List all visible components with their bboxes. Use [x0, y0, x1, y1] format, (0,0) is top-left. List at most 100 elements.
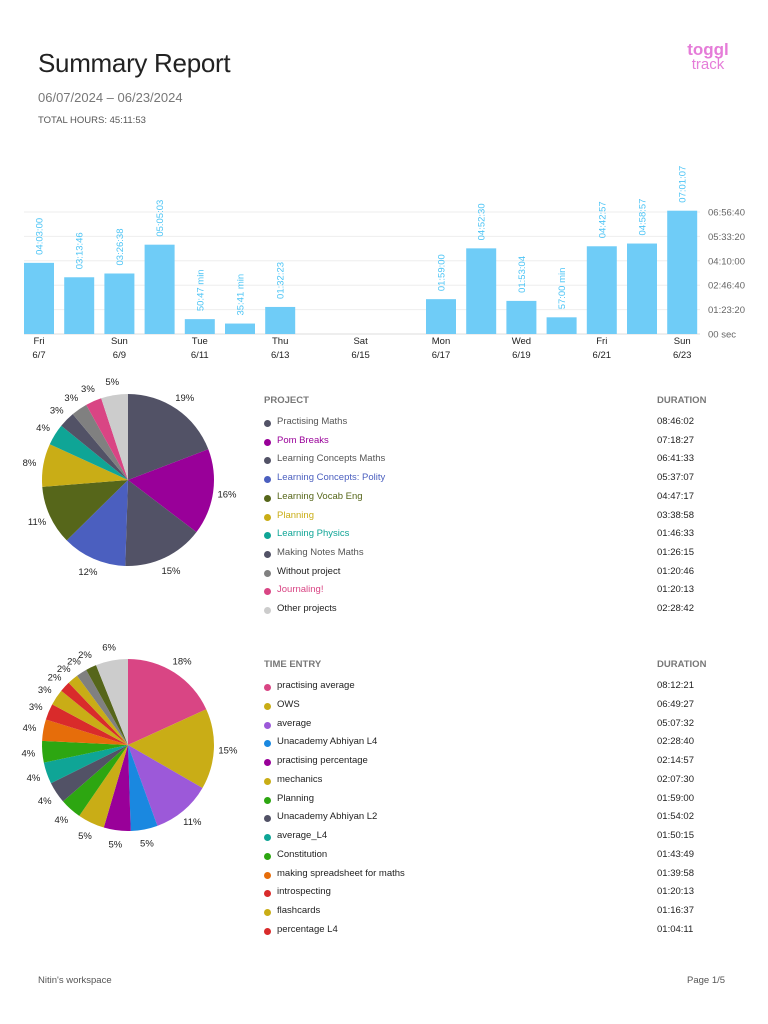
time-entry-row: practising percentage 02:14:57	[264, 755, 714, 773]
project-row: Pom Breaks 07:18:27	[264, 435, 714, 453]
bar-value-label: 35:41 min	[236, 274, 247, 316]
row-duration: 01:20:13	[657, 886, 694, 898]
time-entry-row: making spreadsheet for maths 01:39:58	[264, 868, 714, 886]
row-name: Without project	[277, 565, 341, 577]
pie-slice	[49, 425, 128, 480]
color-dot-icon	[264, 740, 271, 748]
color-dot-icon	[264, 569, 271, 577]
row-duration: 08:46:02	[657, 416, 694, 427]
color-dot-icon	[264, 457, 271, 465]
pie-slice	[128, 449, 214, 533]
pie-percent-label: 4%	[36, 423, 50, 434]
pie-percent-label: 4%	[27, 773, 41, 784]
bar	[426, 299, 456, 334]
pie-slice	[128, 745, 203, 826]
time-entry-row: Unacademy Abhiyan L4 02:28:40	[264, 736, 714, 754]
row-duration: 06:41:33	[657, 453, 694, 465]
row-name: mechanics	[277, 773, 323, 785]
row-duration: 04:47:17	[657, 490, 694, 502]
x-tick-date: 6/21	[593, 350, 612, 361]
bar-value-label: 04:52:30	[477, 203, 488, 240]
row-name: OWS	[277, 698, 300, 710]
time-entry-row: average 05:07:32	[264, 718, 714, 736]
bar	[667, 210, 698, 334]
x-tick-day: Fri	[596, 336, 607, 347]
pie-slice	[79, 745, 128, 828]
pie-percent-label: 5%	[78, 831, 92, 842]
workspace-name: Nitin's workspace	[38, 975, 112, 986]
color-dot-icon	[264, 815, 271, 823]
row-duration: 05:37:07	[657, 472, 694, 484]
pie-percent-label: 5%	[105, 377, 119, 388]
pie-slice	[52, 690, 129, 745]
bar-value-label: 01:53:04	[517, 256, 528, 293]
pie-slice	[128, 745, 158, 831]
time-entry-row: Planning 01:59:00	[264, 793, 714, 811]
project-row: Learning Vocab Eng 04:47:17	[264, 491, 714, 509]
pie-percent-label: 12%	[78, 567, 98, 578]
color-dot-icon	[264, 513, 271, 521]
row-duration: 01:04:11	[657, 923, 694, 935]
row-duration: 01:50:15	[657, 830, 694, 841]
color-dot-icon	[264, 927, 271, 935]
pie-slice	[68, 675, 128, 745]
row-duration: 06:49:27	[657, 698, 694, 710]
bar	[104, 273, 135, 334]
pie-slice	[43, 745, 128, 784]
bar-value-label: 03:13:46	[75, 232, 86, 269]
x-tick-date: 6/19	[512, 350, 531, 361]
pie-slice	[61, 414, 128, 480]
project-row: Without project 01:20:46	[264, 566, 714, 584]
pie-percent-label: 16%	[217, 490, 237, 501]
page-title: Summary Report	[38, 48, 231, 78]
bar-value-label: 05:05:03	[155, 200, 166, 237]
row-name: Other projects	[277, 603, 337, 614]
row-duration: 01:20:46	[657, 565, 694, 577]
y-tick-label: 04:10:00	[708, 256, 745, 267]
bar-value-label: 04:58:57	[638, 199, 649, 236]
row-duration: 05:07:32	[657, 717, 694, 729]
row-duration: 01:43:49	[657, 848, 694, 860]
row-name: practising average	[277, 680, 355, 691]
pie-percent-label: 4%	[54, 815, 68, 826]
pie-percent-label: 3%	[38, 685, 52, 696]
pie-slice	[63, 745, 128, 816]
pie-slice	[128, 394, 209, 480]
row-duration: 01:16:37	[657, 905, 694, 916]
pie-percent-label: 15%	[161, 566, 181, 577]
x-tick-date: 6/11	[191, 350, 209, 361]
color-dot-icon	[264, 438, 271, 446]
pie-percent-label: 4%	[38, 796, 52, 807]
total-hours: TOTAL HOURS: 45:11:53	[38, 115, 146, 126]
color-dot-icon	[264, 852, 271, 860]
pie-percent-label: 8%	[23, 458, 37, 469]
bar	[24, 262, 54, 334]
time-entry-row: mechanics 02:07:30	[264, 774, 714, 792]
logo-line2: track	[691, 56, 725, 73]
x-tick-date: 6/7	[32, 350, 45, 361]
pie-slice	[42, 719, 128, 745]
page-number: Page 1/5	[687, 975, 726, 986]
x-tick-day: Sat	[353, 336, 368, 347]
bar	[466, 248, 497, 334]
row-name: average	[277, 717, 312, 729]
pie-percent-label: 19%	[175, 393, 195, 404]
pie-percent-label: 3%	[81, 384, 95, 395]
row-name: introspecting	[277, 886, 331, 898]
x-tick-date: 6/15	[351, 350, 370, 361]
pie-slice	[77, 669, 128, 745]
pie-percent-label: 11%	[183, 817, 202, 828]
row-name: Unacademy Abhiyan L2	[277, 811, 378, 823]
bar-value-label: 01:59:00	[437, 254, 448, 291]
color-dot-icon	[264, 702, 271, 710]
row-name: Learning Concepts Maths	[277, 453, 386, 465]
row-duration: 01:20:13	[657, 584, 694, 596]
bar-value-label: 57:00 min	[557, 268, 568, 310]
color-dot-icon	[264, 777, 271, 785]
row-name: Pom Breaks	[277, 434, 329, 446]
y-tick-label: 00 sec	[708, 330, 736, 341]
time-entry-row: average_L4 01:50:15	[264, 830, 714, 848]
time-entry-row: flashcards 01:16:37	[264, 905, 714, 923]
row-name: Unacademy Abhiyan L4	[277, 736, 378, 748]
